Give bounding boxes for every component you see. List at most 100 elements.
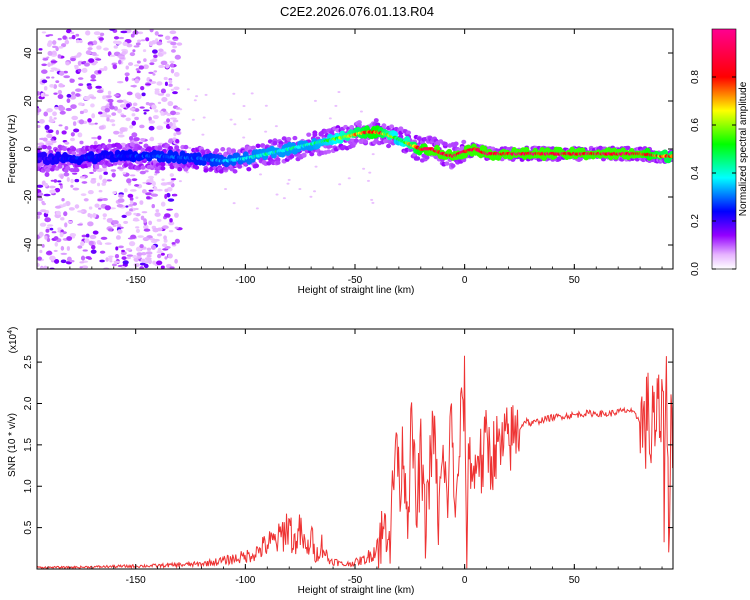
heatmap-cell	[131, 178, 138, 182]
heatmap-cell	[264, 130, 268, 133]
heatmap-cell	[99, 32, 105, 37]
snr-y-axis: 0.5 1.0 1.5 2.0 2.5	[23, 355, 673, 535]
heatmap-cell	[37, 211, 42, 216]
heatmap-cell	[53, 179, 58, 183]
heatmap-cell	[359, 110, 363, 113]
heatmap-cell	[66, 256, 72, 262]
heatmap-cell	[312, 132, 318, 137]
heatmap-cell	[229, 118, 233, 121]
heatmap-cell	[121, 48, 128, 52]
heatmap-cell	[133, 137, 140, 142]
y-tick-label: 2.0	[23, 396, 34, 410]
heatmap-cell	[94, 203, 100, 208]
heatmap-cell	[140, 165, 146, 170]
heatmap-cell	[108, 138, 112, 143]
heatmap-cell	[91, 51, 97, 56]
heatmap-cell	[153, 186, 158, 192]
heatmap-cell	[129, 124, 134, 129]
heatmap-cell	[174, 238, 180, 244]
heatmap-cell	[232, 92, 236, 95]
heatmap-cell	[40, 92, 45, 98]
heatmap-cell	[53, 249, 58, 252]
heatmap-cell	[161, 225, 169, 230]
heatmap-cell	[338, 183, 342, 186]
heatmap-cell	[123, 220, 129, 224]
heatmap-cell	[173, 86, 180, 91]
heatmap-cell	[77, 245, 83, 249]
heatmap-cell	[165, 35, 171, 40]
heatmap-cell	[90, 179, 97, 184]
heatmap-cell	[152, 57, 158, 63]
heatmap-cell	[113, 94, 120, 97]
heatmap-cell	[151, 193, 159, 197]
heatmap-cell	[66, 98, 71, 104]
heatmap-cell	[70, 178, 74, 184]
heatmap-cell	[186, 88, 190, 91]
heatmap-cell	[132, 49, 136, 53]
heatmap-cell	[87, 189, 94, 195]
snr-y-label: SNR (10 * v/v)	[7, 413, 18, 477]
heatmap-cell	[122, 171, 127, 175]
heatmap-cell	[133, 212, 137, 216]
heatmap-cell	[169, 266, 175, 269]
heatmap-cell	[368, 171, 372, 174]
heatmap-cell	[112, 64, 118, 70]
heatmap-cell	[139, 244, 144, 249]
heatmap-cell	[362, 167, 366, 170]
heatmap-cell	[37, 234, 40, 240]
x-tick-label: -50	[348, 575, 363, 586]
heatmap-cell	[41, 63, 47, 67]
heatmap-cell	[152, 114, 159, 120]
heatmap-cell	[106, 179, 113, 182]
heatmap-cell	[154, 170, 160, 174]
heatmap-cell	[114, 253, 120, 259]
heatmap-cell	[45, 228, 50, 233]
heatmap-cell	[146, 196, 151, 200]
heatmap-cell	[139, 106, 145, 109]
heatmap-cell	[108, 228, 113, 232]
heatmap-cell	[298, 188, 302, 191]
heatmap-cell	[370, 198, 374, 201]
snr-x-axis: -150 -100 -50 0 50	[47, 329, 663, 586]
heatmap-cell	[46, 145, 52, 150]
heatmap-cell	[46, 108, 53, 113]
heatmap-cell	[106, 162, 112, 168]
heatmap-cell	[77, 210, 85, 213]
heatmap-cell	[163, 76, 168, 81]
heatmap-cell	[172, 45, 178, 49]
heatmap-cell	[156, 125, 164, 130]
heatmap-cell	[69, 232, 77, 238]
heatmap-cell	[306, 132, 312, 137]
heatmap-cell	[172, 122, 176, 128]
heatmap-cell	[53, 92, 58, 95]
heatmap-cell	[90, 79, 97, 82]
heatmap-cell	[157, 34, 164, 37]
heatmap-cell	[373, 118, 379, 123]
heatmap-cell	[301, 152, 307, 157]
heatmap-cell	[66, 93, 72, 98]
heatmap-cell	[201, 133, 205, 136]
heatmap-cell	[81, 67, 88, 74]
heatmap-cell	[90, 74, 96, 80]
heatmap-cell	[75, 33, 80, 37]
heatmap-cell	[442, 141, 448, 147]
heatmap-cell	[160, 110, 164, 116]
x-tick-label: -100	[235, 575, 255, 586]
heatmap-cell	[60, 259, 67, 264]
heatmap-cell	[116, 99, 124, 103]
heatmap-cell	[45, 167, 51, 173]
heatmap-cell	[113, 260, 121, 264]
heatmap-cell	[151, 104, 157, 110]
heatmap-cell	[126, 91, 133, 96]
heatmap-cell	[272, 140, 278, 146]
heatmap-cell	[81, 265, 88, 269]
heatmap-cell	[337, 91, 341, 94]
x-tick-label: -150	[126, 575, 146, 586]
heatmap-cell	[169, 60, 175, 64]
heatmap-cell	[48, 185, 56, 189]
heatmap-cell	[164, 256, 168, 260]
heatmap-cell	[142, 236, 150, 242]
heatmap-cell	[88, 58, 95, 63]
heatmap-cell	[38, 137, 46, 141]
y-tick-label: 2.5	[23, 355, 34, 369]
